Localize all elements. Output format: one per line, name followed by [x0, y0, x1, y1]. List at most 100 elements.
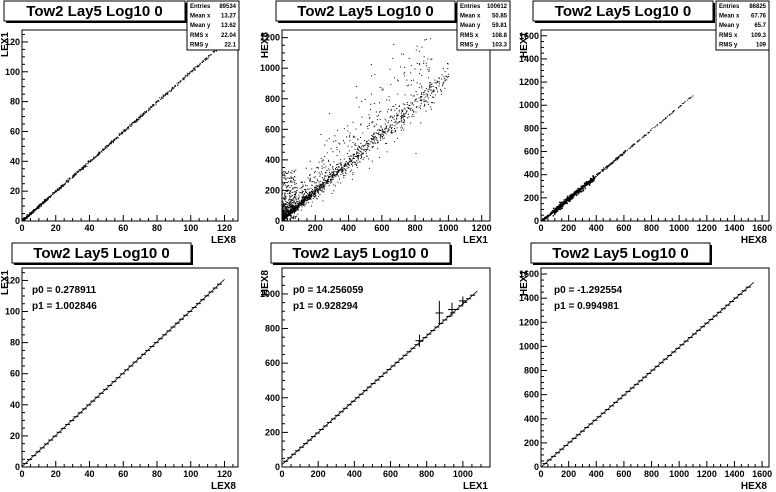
- scatter-point: [32, 211, 34, 213]
- scatter-point: [61, 184, 63, 186]
- scatter-point: [284, 203, 286, 205]
- scatter-point: [400, 112, 402, 114]
- scatter-point: [52, 192, 54, 194]
- scatter-point: [91, 159, 93, 161]
- scatter-point: [419, 64, 421, 66]
- scatter-point: [288, 212, 290, 214]
- scatter-point: [352, 154, 354, 156]
- scatter-point: [193, 67, 195, 69]
- scatter-point: [67, 181, 69, 183]
- scatter-point: [287, 201, 289, 203]
- scatter-point: [153, 104, 155, 106]
- scatter-point: [374, 73, 376, 75]
- scatter-point: [679, 105, 681, 107]
- scatter-point: [605, 166, 607, 168]
- scatter-point: [559, 202, 562, 204]
- scatter-point: [363, 144, 365, 146]
- scatter-point: [307, 194, 309, 196]
- scatter-point: [319, 194, 321, 196]
- scatter-point: [289, 194, 291, 196]
- scatter-point: [286, 172, 288, 174]
- scatter-point: [347, 162, 349, 164]
- scatter-point: [412, 109, 414, 111]
- scatter-point: [349, 158, 351, 160]
- scatter-point: [391, 126, 393, 128]
- scatter-point: [64, 183, 66, 185]
- scatter-point: [130, 124, 132, 126]
- scatter-point: [390, 83, 392, 85]
- scatter-point: [616, 157, 618, 159]
- scatter-point: [45, 200, 47, 202]
- scatter-point: [205, 57, 207, 59]
- scatter-point: [297, 198, 299, 200]
- scatter-point: [385, 128, 387, 130]
- scatter-point: [282, 209, 284, 211]
- scatter-point: [292, 208, 294, 210]
- scatter-point: [594, 177, 596, 179]
- scatter-point: [47, 198, 49, 200]
- scatter-point: [615, 159, 617, 161]
- scatter-point: [387, 130, 389, 132]
- scatter-point: [352, 173, 354, 175]
- scatter-point: [558, 206, 560, 208]
- scatter-point: [104, 146, 106, 148]
- scatter-point: [86, 165, 88, 167]
- scatter-point: [151, 104, 153, 106]
- stats-value: 103.3: [492, 42, 508, 48]
- scatter-point: [337, 163, 339, 165]
- scatter-point: [28, 216, 30, 218]
- scatter-point: [387, 108, 389, 110]
- scatter-point: [348, 165, 350, 167]
- scatter-point: [68, 179, 70, 181]
- scatter-point: [50, 195, 52, 197]
- scatter-point: [81, 168, 83, 170]
- scatter-point: [386, 143, 388, 145]
- scatter-point: [577, 191, 579, 193]
- x-tick-label: 1200: [697, 223, 717, 233]
- scatter-point: [347, 125, 349, 127]
- scatter-point: [358, 156, 360, 158]
- scatter-point: [442, 68, 444, 70]
- scatter-point: [661, 120, 663, 122]
- scatter-point: [690, 97, 692, 99]
- y-tick-label: 40: [10, 156, 20, 166]
- scatter-point: [339, 163, 341, 165]
- scatter-point: [292, 212, 294, 214]
- scatter-point: [427, 93, 429, 95]
- y-tick-label: 120: [5, 37, 20, 47]
- scatter-point: [566, 198, 568, 200]
- scatter-point: [351, 146, 353, 148]
- scatter-point: [294, 191, 296, 193]
- scatter-point: [588, 184, 591, 186]
- scatter-point: [337, 181, 339, 183]
- scatter-point: [138, 117, 140, 119]
- scatter-point: [435, 94, 437, 96]
- scatter-point: [55, 190, 57, 192]
- scatter-point: [299, 204, 301, 206]
- scatter-point: [332, 172, 334, 174]
- scatter-point: [554, 213, 556, 216]
- scatter-point: [301, 206, 303, 208]
- scatter-point: [108, 144, 110, 146]
- scatter-point: [33, 209, 35, 211]
- scatter-point: [289, 214, 291, 216]
- y-tick-label: 1400: [519, 54, 539, 64]
- scatter-point: [349, 155, 351, 157]
- scatter-point: [619, 154, 621, 156]
- scatter-point: [415, 98, 417, 100]
- scatter-point: [290, 203, 292, 205]
- scatter-point: [544, 216, 546, 218]
- scatter-point: [332, 177, 334, 179]
- plot-panel-6: 0 200 400 600 800 1000 1200 1400 160002004006008…: [519, 242, 772, 492]
- scatter-point: [289, 203, 291, 205]
- y-tick-label: 20: [10, 186, 20, 196]
- scatter-point: [320, 171, 322, 173]
- scatter-point: [357, 147, 359, 149]
- scatter-point: [282, 208, 284, 210]
- scatter-point: [42, 201, 44, 203]
- scatter-point: [372, 138, 374, 140]
- scatter-point: [162, 94, 164, 96]
- scatter-point: [284, 206, 286, 208]
- scatter-point: [670, 113, 672, 115]
- scatter-point: [75, 172, 77, 174]
